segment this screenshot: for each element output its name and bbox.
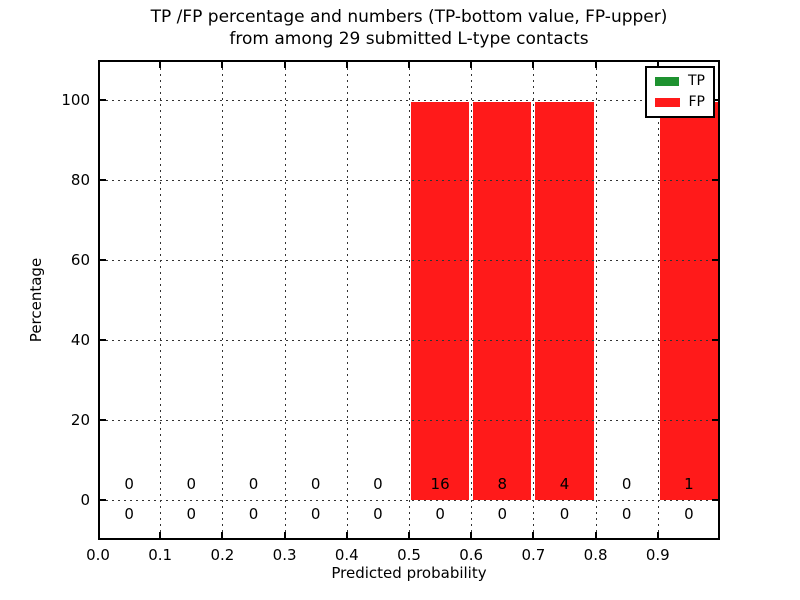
fp-count-label: 0: [621, 475, 632, 493]
fp-count-label: 8: [497, 475, 508, 493]
fp-count-label: 4: [559, 475, 570, 493]
y-tick-left: [100, 179, 106, 181]
tp-count-label: 0: [310, 504, 321, 523]
legend: TP FP: [645, 66, 715, 118]
y-tick-right: [712, 99, 718, 101]
x-tick-label: 0.9: [645, 546, 670, 564]
fp-count-label: 1: [684, 475, 694, 493]
x-tick-top: [656, 62, 659, 68]
x-tick-bottom: [221, 532, 224, 538]
tp-count-label: 0: [124, 504, 134, 523]
fp-bar: [409, 100, 472, 500]
chart-title-line1: TP /FP percentage and numbers (TP-bottom…: [150, 7, 668, 27]
tp-count-label: 0: [559, 504, 570, 523]
tp-count-label: 0: [435, 504, 445, 523]
y-tick-right: [712, 259, 718, 261]
fp-color-swatch: [655, 97, 680, 107]
x-tick-label: 0.4: [334, 546, 359, 564]
tp-count-label: 0: [248, 504, 259, 523]
y-tick-left: [100, 99, 106, 101]
fp-count-label: 0: [124, 475, 134, 493]
x-tick-bottom: [594, 532, 597, 538]
y-tick-label: 40: [70, 331, 90, 349]
fp-count-label: 0: [373, 475, 383, 493]
x-tick-bottom: [159, 532, 162, 538]
y-tick-left: [100, 339, 106, 341]
x-tick-label: 0.5: [397, 546, 421, 564]
gridline-vertical: [409, 62, 410, 538]
y-tick-label: 60: [70, 251, 90, 269]
fp-bar: [533, 100, 596, 500]
legend-entry-fp: FP: [655, 95, 705, 109]
fp-count-label: 16: [430, 475, 450, 493]
gridline-vertical: [346, 62, 348, 538]
fp-count-label: 0: [310, 475, 321, 493]
y-tick-left: [100, 419, 106, 421]
x-tick-bottom: [470, 532, 473, 538]
y-tick-right: [712, 419, 718, 421]
y-tick-left: [100, 259, 106, 261]
chart-title-line2: from among 29 submitted L-type contacts: [229, 29, 589, 49]
tp-count-label: 0: [621, 504, 632, 523]
x-axis-label: Predicted probability: [331, 564, 487, 582]
tp-count-label: 0: [186, 504, 197, 523]
tp-count-label: 0: [684, 504, 694, 523]
gridline-vertical: [533, 62, 535, 538]
x-tick-bottom: [656, 532, 659, 538]
gridline-vertical: [657, 62, 659, 538]
gridline-vertical: [284, 62, 286, 538]
y-tick-right: [712, 339, 718, 341]
x-tick-top: [159, 62, 162, 68]
tp-color-swatch: [655, 76, 679, 86]
x-tick-top: [221, 62, 224, 68]
x-tick-bottom: [283, 532, 286, 538]
x-tick-label: 0.6: [459, 546, 484, 564]
y-tick-label: 0: [80, 491, 90, 509]
y-tick-right: [712, 179, 718, 181]
x-tick-top: [594, 62, 597, 68]
fp-bar: [657, 100, 720, 500]
x-tick-top: [532, 62, 535, 68]
gridline-vertical: [222, 62, 224, 538]
x-tick-label: 0.7: [521, 546, 546, 564]
gridline-vertical: [471, 62, 473, 538]
y-tick-label: 80: [70, 171, 90, 189]
fp-count-label: 0: [248, 475, 259, 493]
y-tick-left: [100, 499, 106, 501]
x-tick-top: [345, 62, 348, 68]
legend-entry-tp: TP: [655, 74, 705, 88]
legend-label-fp: FP: [688, 94, 706, 110]
x-tick-label: 0.1: [148, 546, 173, 564]
x-tick-top: [470, 62, 473, 68]
gridline-vertical: [595, 62, 597, 538]
fp-count-label: 0: [186, 475, 197, 493]
x-tick-top: [283, 62, 286, 68]
x-tick-label: 0.0: [86, 546, 110, 564]
x-tick-bottom: [408, 532, 410, 538]
gridline-vertical: [160, 62, 162, 538]
tp-count-label: 0: [373, 504, 383, 523]
tp-count-label: 0: [497, 504, 508, 523]
x-tick-label: 0.2: [210, 546, 235, 564]
x-tick-label: 0.8: [583, 546, 608, 564]
x-tick-top: [408, 62, 410, 68]
x-tick-bottom: [345, 532, 348, 538]
y-tick-label: 100: [61, 91, 90, 109]
x-tick-bottom: [532, 532, 535, 538]
x-tick-label: 0.3: [272, 546, 297, 564]
y-tick-right: [712, 499, 718, 501]
fp-bar: [471, 100, 534, 500]
y-tick-label: 20: [70, 411, 90, 429]
legend-label-tp: TP: [688, 73, 705, 89]
